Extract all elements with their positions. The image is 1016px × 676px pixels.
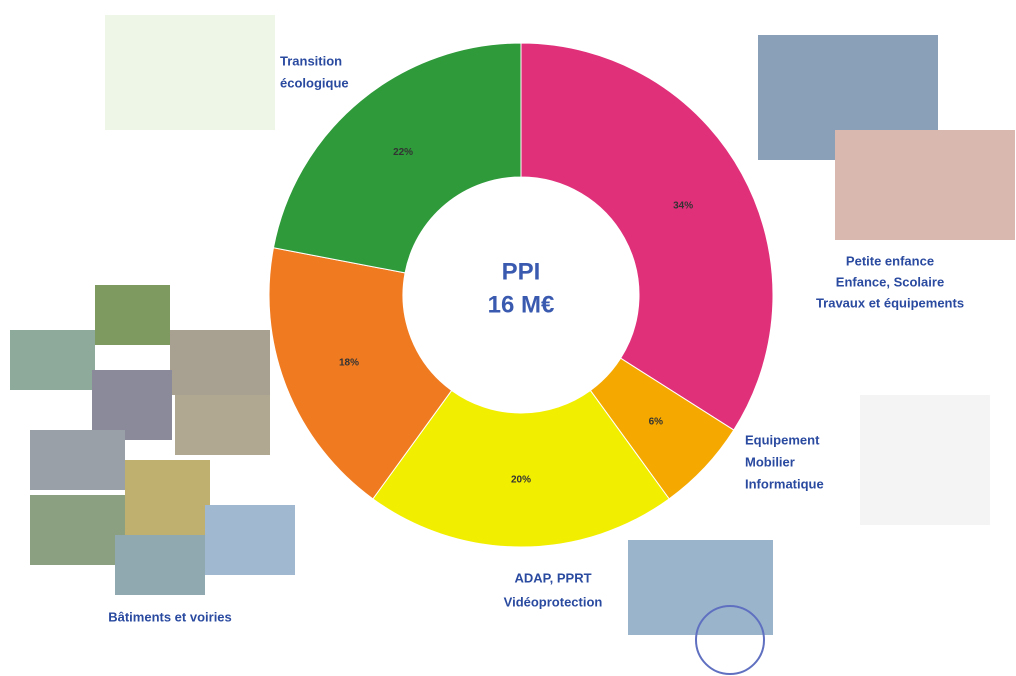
- photo-10: [115, 535, 205, 595]
- accessibility-stamp: [695, 605, 765, 675]
- value-label: 6%: [649, 416, 664, 427]
- photo-4: [92, 370, 172, 440]
- photos: [10, 15, 1015, 675]
- category-label: Transition: [280, 53, 342, 68]
- photo-5: [175, 395, 270, 455]
- photo-building: [835, 130, 1015, 240]
- photo-9: [205, 505, 295, 575]
- center-title: PPI: [502, 258, 541, 285]
- category-label: Enfance, Scolaire: [836, 274, 944, 289]
- photo-7: [125, 460, 210, 535]
- value-label: 20%: [511, 475, 531, 486]
- value-label: 34%: [673, 201, 693, 212]
- photo-6: [30, 430, 125, 490]
- category-label: Informatique: [745, 476, 824, 491]
- category-label: Equipement: [745, 432, 820, 447]
- category-label: Bâtiments et voiries: [108, 609, 232, 624]
- photo-1: [10, 330, 95, 390]
- category-label: Vidéoprotection: [504, 594, 603, 609]
- eco-illustration: [105, 15, 275, 130]
- photo-camera: [628, 540, 773, 635]
- category-label: Mobilier: [745, 454, 795, 469]
- center-total: 16 M€: [488, 291, 555, 318]
- donut-segment: [372, 389, 670, 548]
- donut-segment: [520, 42, 774, 431]
- photo-3: [170, 330, 270, 395]
- donut-segment: [268, 247, 453, 500]
- photo-2: [95, 285, 170, 345]
- category-label: écologique: [280, 75, 349, 90]
- category-label: Petite enfance: [846, 253, 934, 268]
- photo-8: [30, 495, 125, 565]
- value-label: 22%: [393, 147, 413, 158]
- value-label: 18%: [339, 358, 359, 369]
- equipment-icons: [860, 395, 990, 525]
- donut-segment: [272, 42, 522, 274]
- category-label: ADAP, PPRT: [514, 570, 591, 585]
- category-label: Travaux et équipements: [816, 295, 964, 310]
